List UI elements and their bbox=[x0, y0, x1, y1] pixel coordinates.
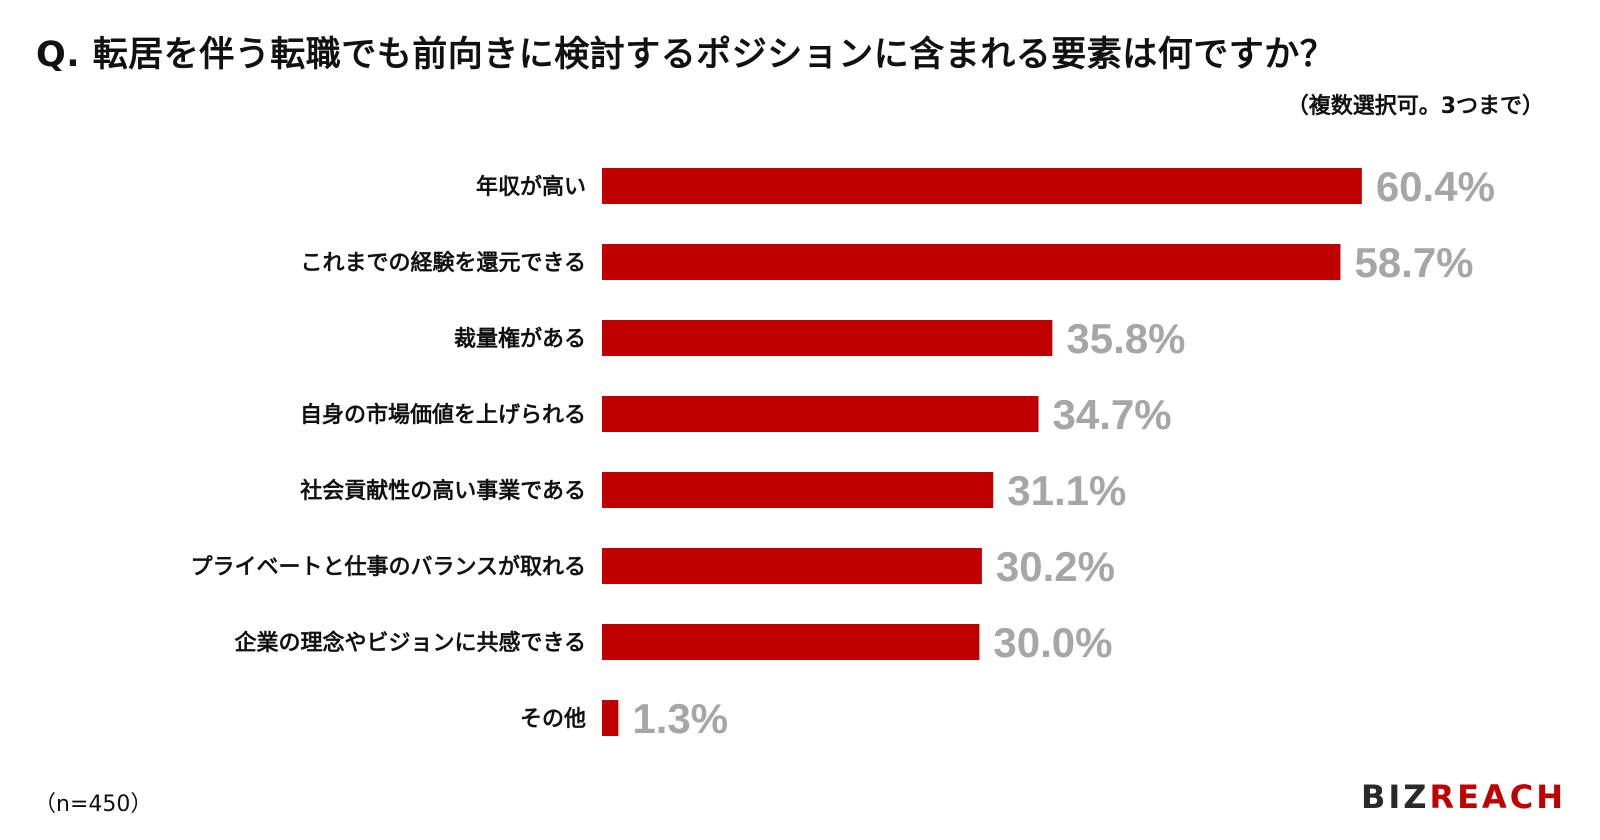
value-label: 58.7% bbox=[1354, 239, 1473, 286]
bar bbox=[602, 320, 1053, 356]
value-label: 30.2% bbox=[996, 543, 1115, 590]
sample-size-note: （n=450） bbox=[34, 792, 153, 817]
category-label: 年収が高い bbox=[476, 174, 586, 200]
bar bbox=[602, 624, 980, 660]
value-label: 34.7% bbox=[1053, 391, 1172, 438]
value-label: 30.0% bbox=[993, 619, 1112, 666]
chart-subtitle: （複数選択可。3つまで） bbox=[1286, 94, 1544, 119]
bar bbox=[602, 548, 982, 584]
bar bbox=[602, 396, 1039, 432]
bar bbox=[602, 472, 994, 508]
category-label: 企業の理念やビジョンに共感できる bbox=[233, 630, 586, 656]
bar bbox=[602, 244, 1341, 280]
chart-title: Q. 転居を伴う転職でも前向きに検討するポジションに含まれる要素は何ですか？ bbox=[36, 35, 1336, 75]
category-label: これまでの経験を還元できる bbox=[300, 250, 586, 276]
bar bbox=[602, 168, 1362, 204]
value-label: 1.3% bbox=[632, 695, 728, 742]
category-label: 裁量権がある bbox=[454, 326, 586, 352]
brand-logo: BIZREACH bbox=[1361, 778, 1566, 816]
brand-logo-suffix: REACH bbox=[1429, 778, 1566, 816]
bar bbox=[602, 700, 619, 736]
category-label: 社会貢献性の高い事業である bbox=[300, 478, 586, 504]
category-label: その他 bbox=[520, 707, 586, 732]
category-label: 自身の市場価値を上げられる bbox=[300, 402, 586, 428]
brand-logo-prefix: BIZ bbox=[1360, 778, 1430, 816]
value-label: 60.4% bbox=[1376, 163, 1495, 210]
category-label: プライベートと仕事のバランスが取れる bbox=[190, 554, 586, 580]
value-label: 35.8% bbox=[1066, 315, 1185, 362]
value-label: 31.1% bbox=[1007, 467, 1126, 514]
